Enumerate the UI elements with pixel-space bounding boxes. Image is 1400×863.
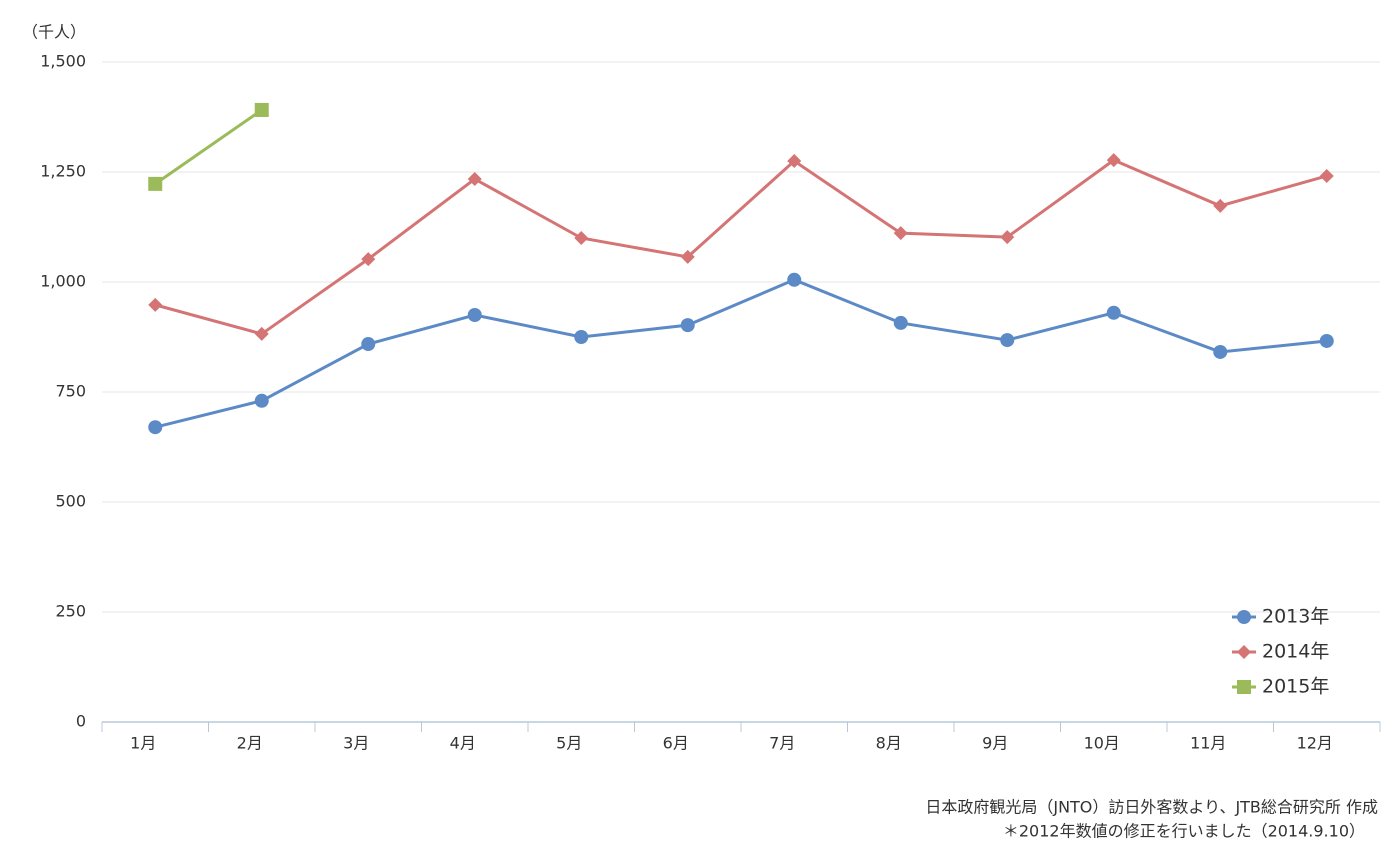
data-point [893, 315, 908, 330]
x-tick-label: 10月 [1084, 734, 1120, 753]
x-tick-label: 9月 [982, 734, 1008, 753]
y-tick-label: 250 [55, 602, 86, 621]
data-point [254, 326, 269, 341]
data-point [893, 226, 908, 241]
x-tick-label: 5月 [556, 734, 582, 753]
legend-marker [1237, 610, 1251, 624]
y-tick-label: 750 [55, 382, 86, 401]
y-tick-label: 0 [76, 712, 86, 731]
legend-marker [1237, 645, 1251, 659]
data-point [467, 308, 482, 322]
data-point [467, 172, 482, 187]
x-tick-label: 2月 [237, 734, 263, 753]
series-line [154, 108, 263, 186]
data-point [1213, 344, 1228, 359]
data-point [148, 420, 163, 435]
y-tick-label: 1,250 [40, 162, 86, 181]
x-tick-label: 12月 [1297, 734, 1333, 753]
x-tick-label: 4月 [450, 734, 476, 753]
x-tick-label: 7月 [769, 734, 795, 753]
legend-label: 2014年 [1262, 641, 1329, 663]
data-point [361, 252, 376, 267]
y-tick-label: 500 [55, 492, 86, 511]
x-tick-label: 8月 [876, 734, 902, 753]
legend-marker [1237, 680, 1251, 694]
data-point [1319, 168, 1334, 183]
data-point [680, 318, 695, 333]
series-line [154, 278, 1327, 429]
data-point [680, 249, 695, 264]
data-point [787, 154, 802, 168]
data-point [148, 176, 163, 191]
y-axis-label: （千人） [22, 23, 86, 42]
data-point [1106, 305, 1121, 320]
data-point [787, 272, 802, 287]
note: ＊2012年数値の修正を行いました（2014.9.10） [1003, 822, 1365, 841]
data-point [361, 337, 376, 352]
data-point [148, 297, 163, 312]
x-tick-label: 3月 [343, 734, 369, 753]
y-tick-label: 1,500 [40, 52, 86, 71]
x-tick-label: 1月 [130, 734, 156, 753]
legend-label: 2013年 [1262, 606, 1329, 628]
data-point [574, 231, 589, 245]
legend-label: 2015年 [1262, 676, 1329, 698]
data-point [574, 330, 589, 344]
data-point [1319, 333, 1334, 348]
x-tick-label: 6月 [663, 734, 689, 753]
data-point [1000, 230, 1015, 245]
data-point [1000, 333, 1015, 348]
x-tick-label: 11月 [1190, 734, 1226, 753]
data-point [254, 393, 269, 408]
y-tick-label: 1,000 [40, 272, 86, 291]
data-point [1213, 198, 1228, 213]
data-point [1106, 153, 1121, 168]
data-point [254, 102, 269, 117]
series-line [154, 158, 1328, 336]
note: 日本政府観光局（JNTO）訪日外客数より、JTB総合研究所 作成 [925, 798, 1378, 817]
